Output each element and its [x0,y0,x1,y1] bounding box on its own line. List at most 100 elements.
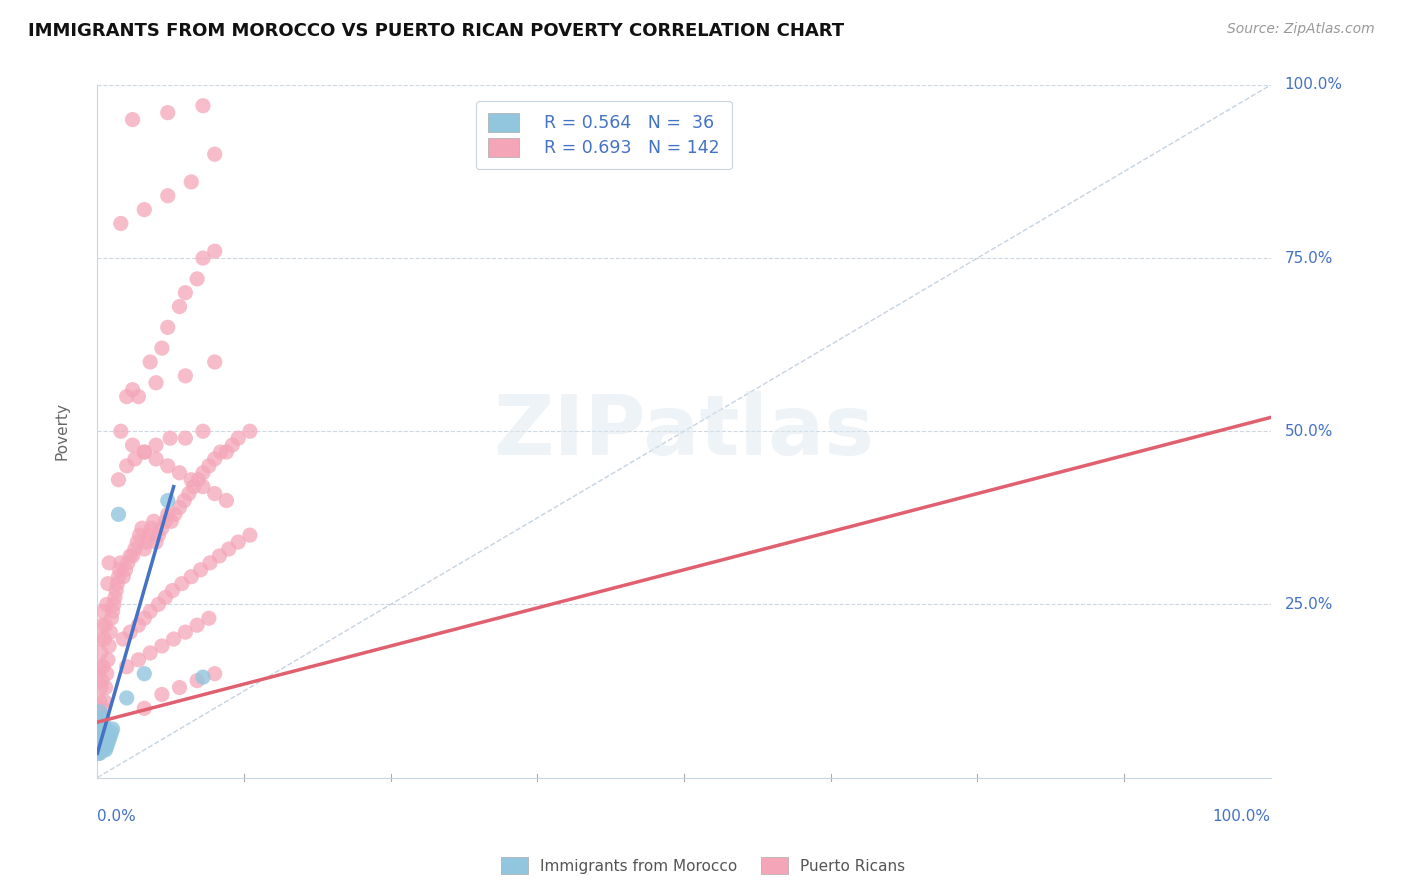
Point [127,653,149,667]
Point [174,431,197,445]
Point [135,535,157,549]
Point [180,473,202,487]
Point [191,670,214,684]
Point [93,632,115,646]
Point [98,729,121,743]
Point [156,105,179,120]
Point [141,521,163,535]
Point [155,514,177,528]
Point [94,681,117,695]
Point [89,694,111,708]
Point [204,147,226,161]
Point [191,99,214,113]
Point [127,618,149,632]
Point [145,452,167,467]
Point [89,715,111,730]
Point [191,251,214,265]
Point [156,493,179,508]
Text: ZIPatlas: ZIPatlas [494,391,875,472]
Point [101,722,124,736]
Point [121,549,143,563]
Point [134,541,156,556]
Point [169,681,191,695]
Text: 50.0%: 50.0% [1285,424,1333,439]
Point [120,549,142,563]
Point [98,625,121,640]
Point [159,431,181,445]
Point [169,300,191,314]
Point [180,570,202,584]
Point [94,618,117,632]
Point [198,611,221,625]
Point [96,598,118,612]
Point [191,466,214,480]
Point [89,659,111,673]
Point [98,556,121,570]
Point [134,445,156,459]
Point [150,639,173,653]
Point [87,729,110,743]
Point [134,666,156,681]
Point [138,528,160,542]
Point [94,743,117,757]
Point [208,549,231,563]
Point [89,705,111,719]
Point [170,576,193,591]
Point [124,452,146,467]
Point [90,712,112,726]
Point [186,272,208,286]
Point [139,355,162,369]
Point [107,473,129,487]
Point [218,541,240,556]
Text: 0.0%: 0.0% [97,809,136,823]
Text: 25.0%: 25.0% [1285,597,1333,612]
Point [120,625,142,640]
Point [90,722,112,736]
Point [134,611,156,625]
Point [110,217,132,231]
Point [121,438,143,452]
Point [89,632,111,646]
Point [91,729,114,743]
Point [91,673,114,688]
Point [97,576,120,591]
Point [142,514,165,528]
Point [105,583,128,598]
Point [91,743,114,757]
Point [134,445,156,459]
Point [89,725,111,739]
Point [105,576,128,591]
Point [177,486,200,500]
Point [89,736,111,750]
Point [93,694,115,708]
Point [174,285,197,300]
Point [226,535,249,549]
Point [204,486,226,500]
Point [127,390,149,404]
Point [101,604,124,618]
Point [145,376,167,390]
Point [108,563,131,577]
Point [91,718,114,732]
Point [198,458,221,473]
Point [156,458,179,473]
Point [148,528,170,542]
Point [90,743,112,757]
Point [139,604,162,618]
Point [90,732,112,747]
Point [93,729,115,743]
Point [226,431,249,445]
Point [89,722,111,736]
Point [174,368,197,383]
Point [115,690,138,705]
Point [134,701,156,715]
Point [162,583,184,598]
Point [150,688,173,702]
Point [110,424,132,438]
Point [90,715,112,730]
Point [150,341,173,355]
Point [204,355,226,369]
Text: Source: ZipAtlas.com: Source: ZipAtlas.com [1227,22,1375,37]
Text: Poverty: Poverty [55,402,70,460]
Point [103,598,125,612]
